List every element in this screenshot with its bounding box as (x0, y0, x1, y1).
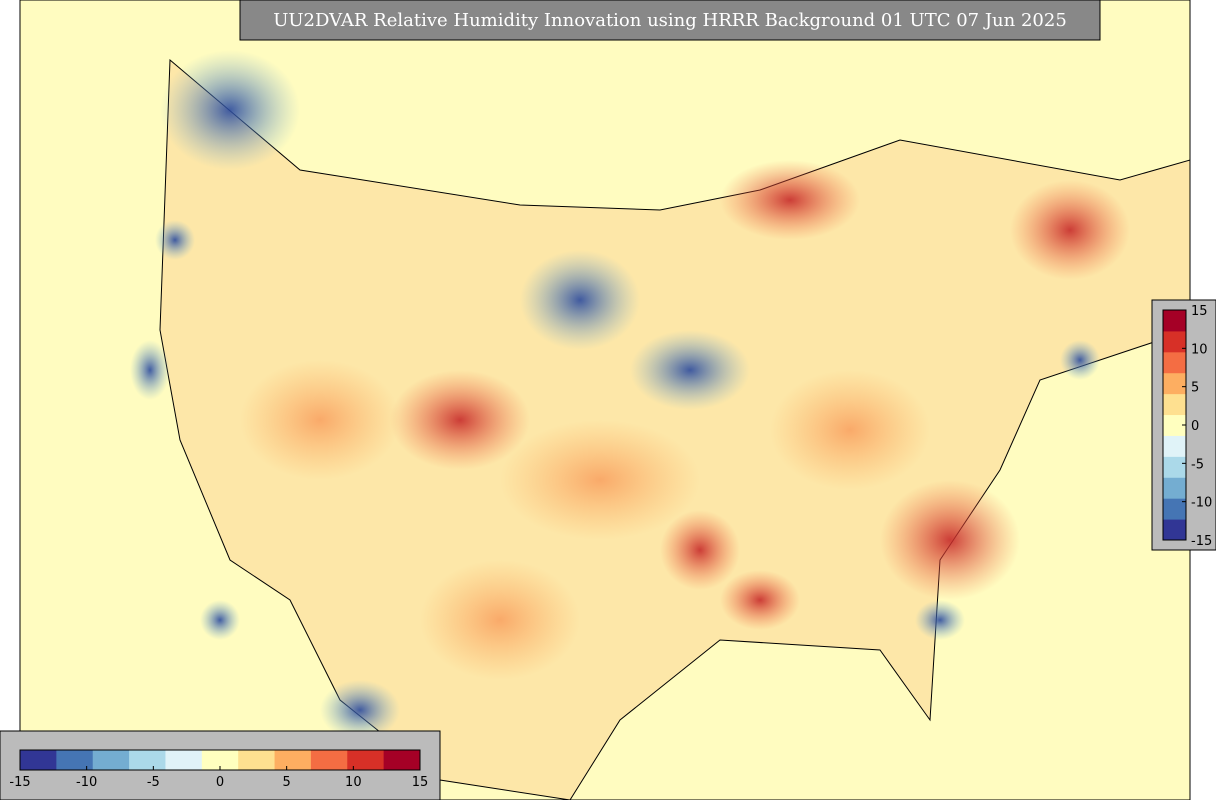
colorbar-segment (1163, 456, 1186, 478)
tick-label: -5 (1191, 457, 1204, 472)
title-box (239, 0, 1101, 41)
colorbar-segment (1163, 310, 1186, 332)
colorbar-segment (1163, 372, 1186, 395)
tick-label: 5 (283, 775, 291, 790)
tick-label: 5 (1191, 381, 1199, 396)
tick-label: -10 (1191, 496, 1212, 511)
tick-label: 15 (1191, 304, 1208, 319)
tick-label: -10 (76, 775, 97, 790)
colorbar-segment (1163, 351, 1186, 374)
colorbar-segment (1163, 393, 1186, 416)
colorbar-segment (129, 750, 166, 770)
colorbar-segment (383, 750, 421, 770)
colorbar-segment (347, 750, 385, 770)
colorbar-segment (1163, 498, 1186, 520)
tick-label: 0 (1191, 419, 1199, 434)
tick-label: 15 (412, 775, 429, 790)
colorbar-segment (165, 750, 203, 770)
colorbar-segment (201, 750, 239, 770)
colorbar-segment (20, 750, 57, 770)
tick-label: -5 (147, 775, 160, 790)
tick-label: -15 (9, 775, 30, 790)
colorbar-segment (1163, 519, 1186, 541)
tick-label: 10 (345, 775, 362, 790)
colorbar-segment (56, 750, 94, 770)
map (19, 0, 1191, 801)
colorbar-segment (1163, 414, 1186, 436)
colorbar-segment (310, 750, 348, 770)
colorbar-segment (1163, 477, 1186, 499)
title: UU2DVAR Relative Humidity Innovation usi… (273, 10, 1067, 31)
colorbar-segment (238, 750, 276, 770)
colorbar-segment (1163, 330, 1186, 353)
colorbar-segment (1163, 435, 1186, 457)
colorbar-segment (92, 750, 130, 770)
colorbar-segment (274, 750, 312, 770)
innovation-field (130, 50, 1130, 740)
tick-label: 0 (216, 775, 224, 790)
tick-label: -15 (1191, 534, 1212, 549)
tick-label: 10 (1191, 342, 1208, 357)
